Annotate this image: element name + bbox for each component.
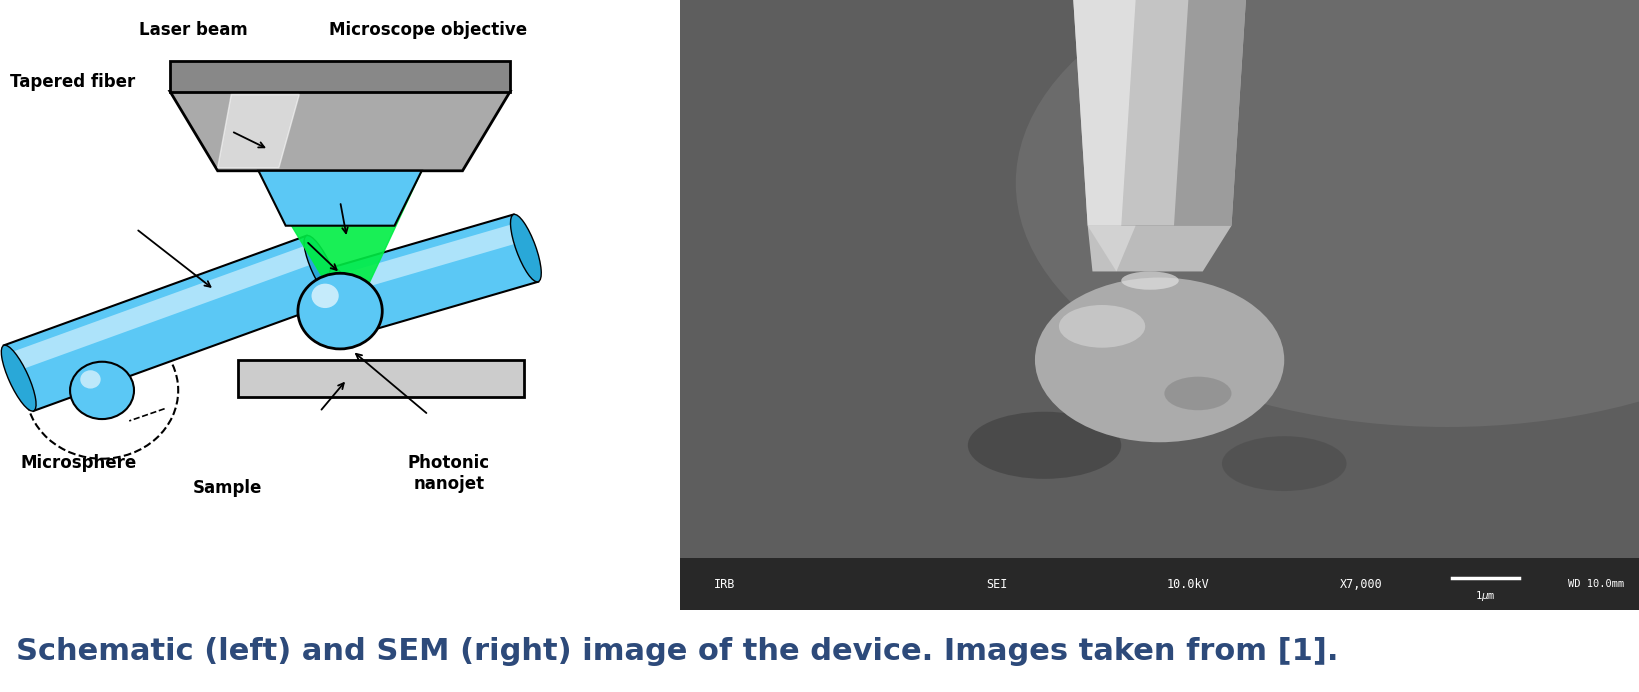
Text: IRB: IRB xyxy=(713,578,736,591)
Text: Laser beam: Laser beam xyxy=(139,21,247,39)
Polygon shape xyxy=(259,171,421,323)
Ellipse shape xyxy=(1121,271,1178,290)
Polygon shape xyxy=(170,91,510,171)
Polygon shape xyxy=(259,171,421,226)
Text: Tapered fiber: Tapered fiber xyxy=(10,73,136,91)
Polygon shape xyxy=(8,244,318,372)
Text: WD 10.0mm: WD 10.0mm xyxy=(1569,579,1624,590)
Ellipse shape xyxy=(1034,277,1285,442)
Ellipse shape xyxy=(510,215,541,282)
Polygon shape xyxy=(1074,0,1246,226)
Text: X7,000: X7,000 xyxy=(1339,578,1382,591)
Bar xyxy=(170,61,510,91)
Polygon shape xyxy=(336,223,523,294)
Polygon shape xyxy=(333,215,538,334)
Polygon shape xyxy=(1088,226,1136,271)
Text: Photonic
nanojet: Photonic nanojet xyxy=(408,455,490,493)
Bar xyxy=(238,360,524,397)
Text: SEI: SEI xyxy=(987,578,1008,591)
Text: 10.0kV: 10.0kV xyxy=(1167,578,1210,591)
Text: Microsphere: Microsphere xyxy=(20,455,136,473)
Polygon shape xyxy=(1174,0,1246,226)
Ellipse shape xyxy=(1059,305,1146,347)
Polygon shape xyxy=(1088,226,1231,271)
Polygon shape xyxy=(3,236,336,411)
Ellipse shape xyxy=(303,235,339,302)
Text: Schematic (left) and SEM (right) image of the device. Images taken from [1].: Schematic (left) and SEM (right) image o… xyxy=(16,637,1339,666)
Text: Microscope objective: Microscope objective xyxy=(329,21,528,39)
Polygon shape xyxy=(218,95,300,167)
Ellipse shape xyxy=(2,345,36,411)
Circle shape xyxy=(80,370,100,389)
Ellipse shape xyxy=(967,412,1121,479)
Bar xyxy=(680,558,1639,610)
Circle shape xyxy=(70,362,134,419)
Ellipse shape xyxy=(1016,0,1639,427)
Ellipse shape xyxy=(329,267,361,335)
Circle shape xyxy=(298,273,382,349)
Ellipse shape xyxy=(1164,376,1231,410)
Text: Sample: Sample xyxy=(193,479,262,497)
Text: 1$\mu$m: 1$\mu$m xyxy=(1475,589,1496,603)
Circle shape xyxy=(311,284,339,308)
Ellipse shape xyxy=(1223,436,1347,491)
Polygon shape xyxy=(1074,0,1136,226)
